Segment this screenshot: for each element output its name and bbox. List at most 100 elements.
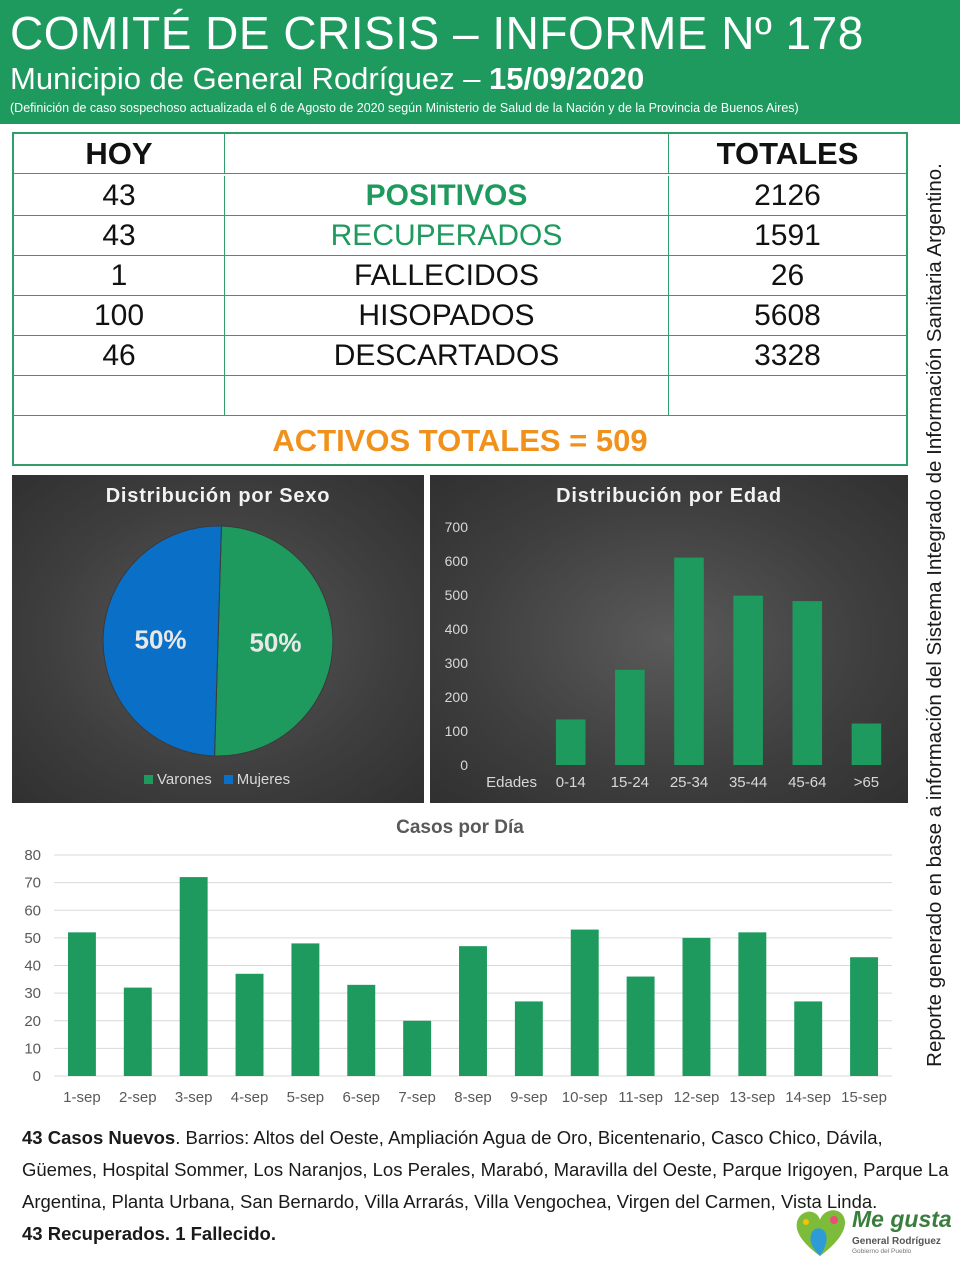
stats-row-empty bbox=[14, 376, 906, 416]
total-value: 3328 bbox=[754, 338, 821, 372]
age-y-tick: 600 bbox=[445, 553, 469, 569]
age-y-tick: 200 bbox=[445, 689, 469, 705]
daily-x-tick: 7-sep bbox=[398, 1089, 436, 1106]
legend-label-mujeres: Mujeres bbox=[236, 771, 291, 788]
age-bar->65 bbox=[851, 723, 882, 765]
bottom-summary: 43 Casos Nuevos. Barrios: Altos del Oest… bbox=[22, 1122, 952, 1250]
sex-distribution-panel: Distribución por Sexo 50% 50% Varones Muj… bbox=[12, 475, 424, 803]
total-value: 2126 bbox=[754, 178, 821, 212]
age-chart-title: Distribución por Edad bbox=[556, 485, 782, 507]
age-distribution-panel: Distribución por Edad 0 100 200 300 400 500 60… bbox=[430, 475, 908, 803]
daily-x-tick: 13-sep bbox=[729, 1089, 775, 1106]
row-label: FALLECIDOS bbox=[225, 256, 669, 295]
stats-table: HOY TOTALES 43 POSITIVOS 2126 43 RECUPER… bbox=[12, 132, 908, 466]
daily-y-tick: 50 bbox=[24, 930, 41, 947]
new-cases-count: 43 Casos Nuevos bbox=[22, 1127, 176, 1148]
header-today: HOY bbox=[14, 134, 225, 173]
daily-y-tick: 80 bbox=[24, 847, 41, 864]
daily-x-tick: 14-sep bbox=[785, 1089, 831, 1106]
age-x-tick: 35-44 bbox=[729, 774, 767, 791]
pie-slice-varones bbox=[214, 525, 334, 757]
daily-y-tick: 60 bbox=[24, 902, 41, 919]
age-y-tick: 400 bbox=[445, 621, 469, 637]
pie-data-label-mujeres: 50% bbox=[135, 624, 187, 654]
empty-cell bbox=[669, 376, 906, 415]
row-label: DESCARTADOS bbox=[225, 336, 669, 375]
daily-y-tick: 40 bbox=[24, 958, 41, 975]
today-value: 1 bbox=[14, 256, 225, 295]
stats-row-fallecidos: 1 FALLECIDOS 26 bbox=[14, 256, 906, 296]
age-bar-chart: 0 100 200 300 400 500 600 700 Edades 0-14 15-24 25-… bbox=[445, 519, 882, 791]
row-label: RECUPERADOS bbox=[225, 216, 669, 255]
pie-slice-mujeres bbox=[102, 525, 222, 757]
total-value: 26 bbox=[770, 258, 805, 292]
daily-x-tick: 6-sep bbox=[343, 1089, 381, 1106]
legend-label-varones: Varones bbox=[157, 771, 212, 788]
age-y-tick: 500 bbox=[445, 587, 469, 603]
daily-x-tick: 5-sep bbox=[287, 1089, 325, 1106]
age-x-tick: >65 bbox=[854, 774, 879, 791]
daily-x-tick: 8-sep bbox=[454, 1089, 492, 1106]
age-x-tick: 15-24 bbox=[611, 774, 649, 791]
daily-x-tick: 1-sep bbox=[63, 1089, 101, 1106]
neighborhoods-list: . Barrios: Altos del Oeste, Ampliación A… bbox=[22, 1127, 949, 1212]
daily-x-tick: 12-sep bbox=[674, 1089, 720, 1106]
age-y-tick: 700 bbox=[445, 519, 469, 535]
age-bar-0-14 bbox=[555, 719, 586, 765]
sex-chart-title: Distribución por Sexo bbox=[105, 485, 331, 507]
daily-bar-1-sep bbox=[67, 932, 96, 1076]
daily-bar-8-sep bbox=[459, 946, 487, 1076]
report-date: 15/09/2020 bbox=[489, 61, 645, 96]
row-label: POSITIVOS bbox=[225, 176, 669, 215]
age-y-tick: 0 bbox=[460, 757, 468, 773]
age-bar-45-64 bbox=[792, 601, 823, 765]
stats-row-recuperados: 43 RECUPERADOS 1591 bbox=[14, 216, 906, 256]
daily-bar-11-sep bbox=[626, 976, 655, 1076]
age-bar-15-24 bbox=[615, 669, 645, 765]
source-note-vertical: Reporte generado en base a información d… bbox=[920, 150, 950, 1080]
daily-x-tick: 2-sep bbox=[119, 1089, 157, 1106]
age-x-tick: Edades bbox=[486, 774, 537, 791]
daily-x-tick: 11-sep bbox=[618, 1089, 663, 1106]
age-bar-35-44 bbox=[733, 595, 763, 765]
today-value: 100 bbox=[14, 296, 225, 335]
header-blank bbox=[225, 134, 669, 173]
daily-y-tick: 20 bbox=[24, 1013, 41, 1030]
header-totals: TOTALES bbox=[716, 135, 859, 171]
logo-text: Me gusta bbox=[852, 1206, 952, 1232]
daily-y-tick: 70 bbox=[24, 875, 41, 892]
row-label: HISOPADOS bbox=[225, 296, 669, 335]
daily-x-tick: 15-sep bbox=[841, 1089, 887, 1106]
stats-row-positivos: 43 POSITIVOS 2126 bbox=[14, 176, 906, 216]
daily-bar-7-sep bbox=[403, 1020, 432, 1076]
daily-bar-10-sep bbox=[570, 929, 599, 1076]
daily-bar-12-sep bbox=[682, 937, 711, 1076]
age-y-tick: 300 bbox=[445, 655, 469, 671]
daily-cases-bar-chart: Casos por Día 0 10 20 30 40 50 60 70 80 1-sep 2-sep… bbox=[24, 817, 892, 1106]
total-value: 5608 bbox=[754, 298, 821, 332]
daily-x-tick: 3-sep bbox=[175, 1089, 213, 1106]
heart-logo-icon bbox=[796, 1210, 846, 1256]
source-note-text: Reporte generado en base a información d… bbox=[923, 163, 946, 1067]
daily-bar-4-sep bbox=[235, 973, 264, 1076]
daily-x-tick: 4-sep bbox=[231, 1089, 269, 1106]
daily-bar-5-sep bbox=[291, 943, 320, 1076]
age-x-tick: 0-14 bbox=[556, 774, 586, 791]
logo-subtitle: General Rodríguez bbox=[852, 1236, 941, 1247]
stats-header-row: HOY TOTALES bbox=[14, 134, 906, 174]
logo-subtitle-2: Gobierno del Pueblo bbox=[852, 1248, 912, 1255]
daily-y-tick: 30 bbox=[24, 985, 41, 1002]
daily-bar-3-sep bbox=[179, 877, 208, 1076]
active-total: ACTIVOS TOTALES = 509 bbox=[272, 422, 648, 458]
sex-pie-chart: 50% 50% bbox=[102, 525, 334, 757]
daily-bar-14-sep bbox=[794, 1001, 823, 1076]
today-value: 43 bbox=[14, 176, 225, 215]
today-value: 43 bbox=[14, 216, 225, 255]
pie-data-label-varones: 50% bbox=[249, 628, 301, 658]
daily-y-tick: 10 bbox=[24, 1040, 41, 1057]
age-x-tick: 25-34 bbox=[670, 774, 708, 791]
daily-bar-2-sep bbox=[123, 987, 152, 1076]
new-cases-paragraph: 43 Casos Nuevos. Barrios: Altos del Oest… bbox=[22, 1122, 952, 1218]
report-subtitle: Municipio de General Rodríguez – 15/09/2… bbox=[10, 60, 644, 98]
daily-bar-13-sep bbox=[738, 932, 767, 1076]
